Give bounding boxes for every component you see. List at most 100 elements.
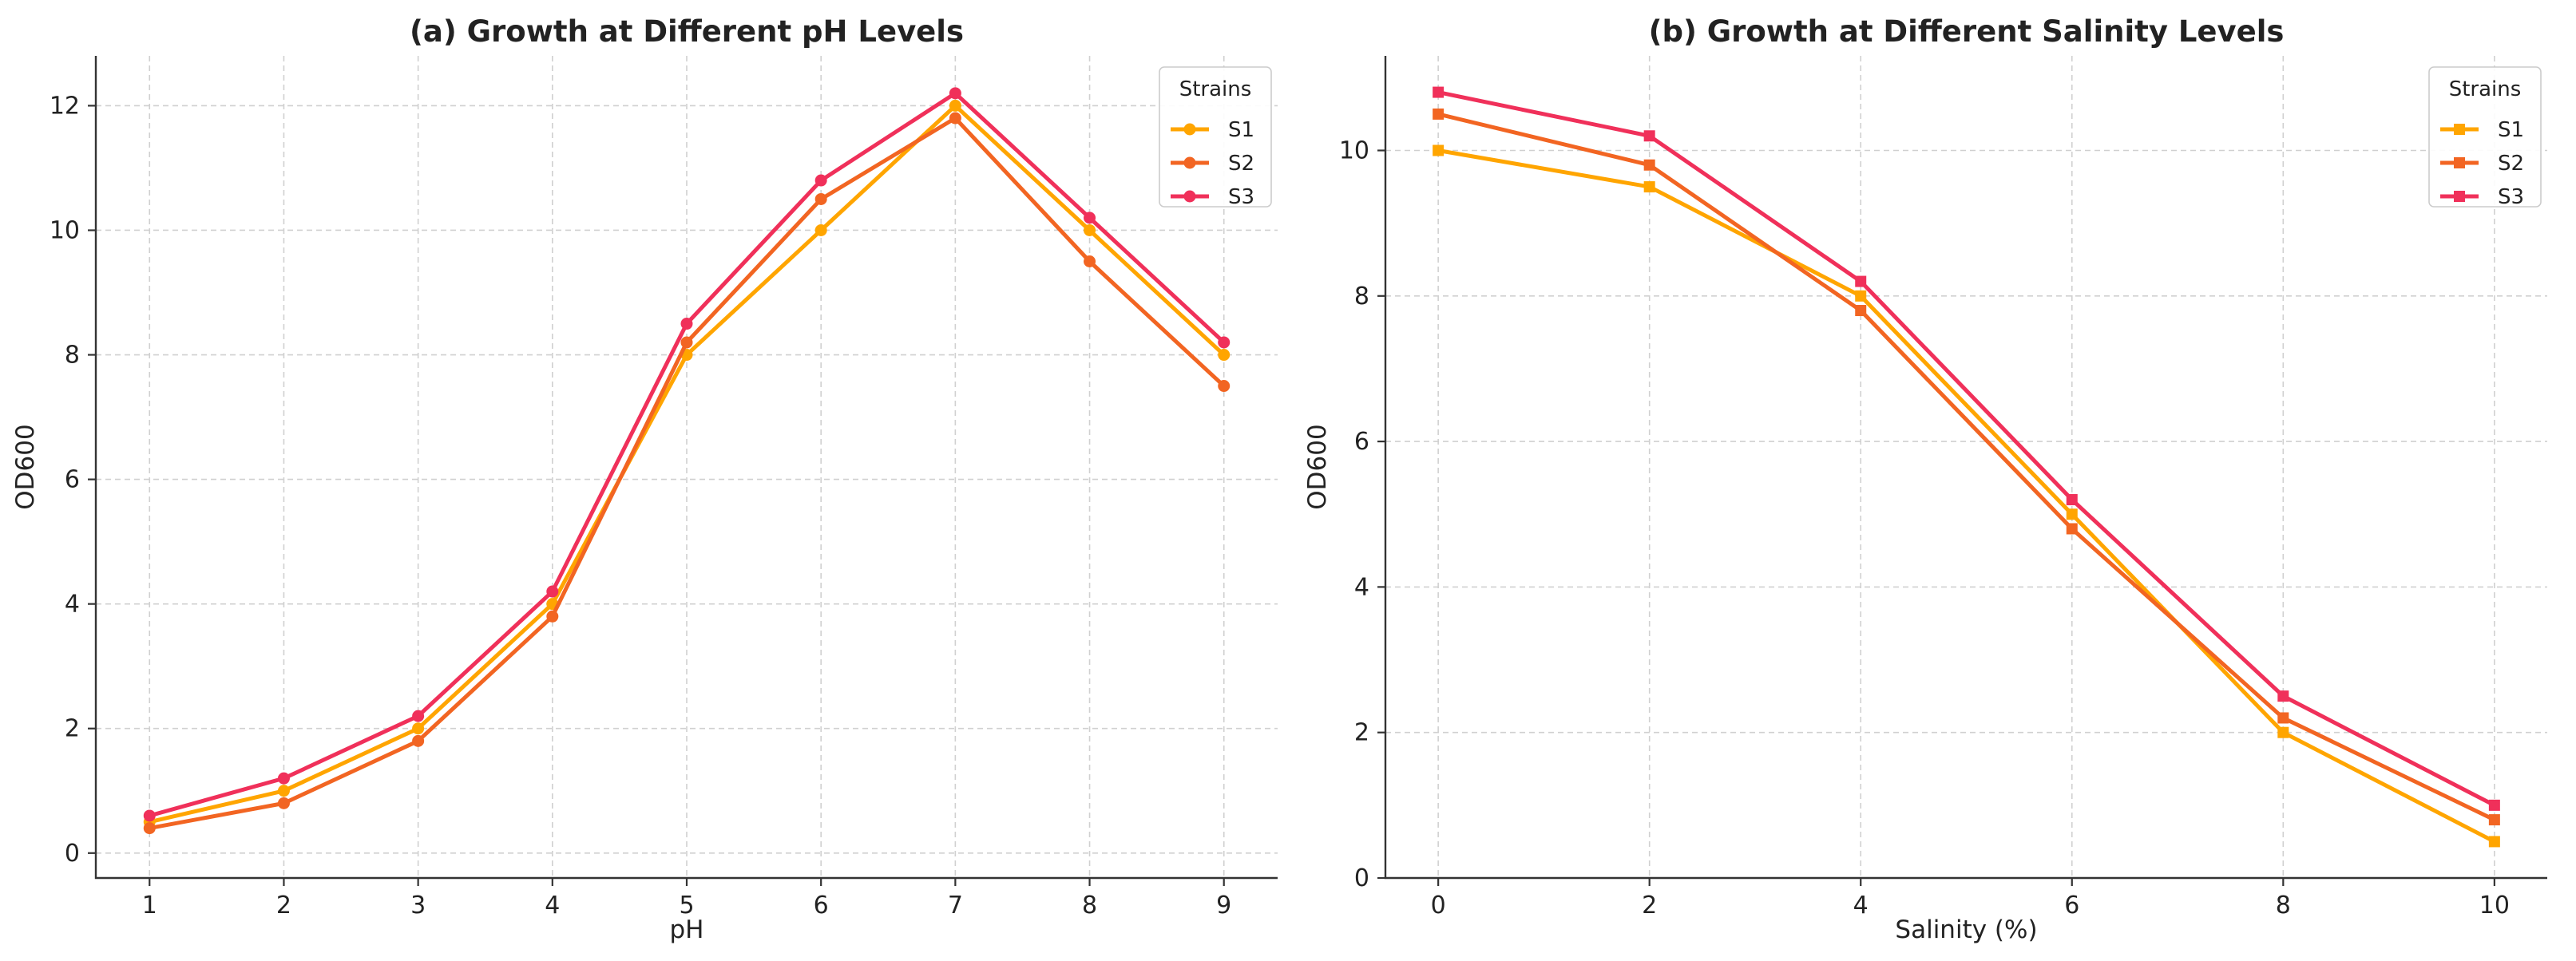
x-tick-label: 3	[410, 892, 426, 919]
data-point	[1084, 255, 1096, 267]
legend: Strains S1 S2 S3	[2428, 66, 2542, 209]
x-tick-label: 2	[276, 892, 291, 919]
data-point	[1855, 290, 1867, 302]
y-tick-label: 0	[1354, 864, 1369, 892]
x-tick-label: 1	[142, 892, 157, 919]
data-point	[1084, 223, 1096, 236]
data-point	[2066, 523, 2078, 535]
data-point	[1855, 275, 1867, 287]
series-line-s1	[1437, 148, 2496, 844]
x-tick-label: 9	[1216, 892, 1231, 919]
series-line-s3	[1437, 90, 2496, 808]
data-point	[680, 318, 693, 330]
y-tick-label: 10	[50, 216, 80, 244]
data-point	[1643, 159, 1655, 171]
data-point	[1433, 144, 1445, 156]
data-point	[546, 585, 559, 598]
data-point	[1433, 108, 1445, 120]
legend: Strains S1 S2 S3	[1159, 66, 1272, 209]
data-point	[412, 722, 425, 735]
legend-swatch-marker	[1183, 156, 1196, 169]
y-tick-label: 4	[1354, 573, 1369, 601]
y-tick-label: 8	[1354, 283, 1369, 310]
legend-swatch-marker	[2454, 157, 2465, 168]
y-tick-label: 10	[1339, 136, 1369, 164]
data-point	[2277, 712, 2289, 724]
data-point	[2488, 836, 2500, 848]
data-point	[680, 336, 693, 349]
data-point	[949, 99, 961, 112]
data-point	[814, 174, 827, 187]
data-point	[814, 192, 827, 205]
x-tick-label: 5	[679, 892, 694, 919]
data-point	[949, 87, 961, 100]
legend-label: S2	[1228, 152, 1254, 176]
series-s1	[1433, 144, 2500, 848]
chart-title: (a) Growth at Different pH Levels	[410, 14, 964, 49]
y-tick-label: 4	[65, 591, 80, 619]
x-tick-label: 4	[1853, 892, 1869, 919]
data-point	[2277, 690, 2289, 702]
series-s2	[1433, 108, 2500, 826]
legend-title: Strains	[1179, 77, 1252, 101]
y-tick-label: 12	[50, 92, 80, 120]
legend-swatch-marker	[1183, 190, 1196, 203]
legend-swatch-marker	[1183, 123, 1196, 136]
data-point	[949, 112, 961, 125]
series-line-s2	[1437, 112, 2495, 822]
axis-spines	[1384, 56, 2547, 880]
x-axis-label: pH	[670, 916, 704, 944]
legend-label: S2	[2498, 152, 2524, 176]
x-tick-label: 0	[1431, 892, 1446, 919]
x-tick-label: 7	[948, 892, 963, 919]
data-point	[277, 772, 290, 785]
data-point	[1218, 336, 1231, 349]
data-point	[277, 785, 290, 797]
y-tick-label: 8	[65, 342, 80, 370]
series-s3	[143, 87, 1231, 822]
chart-salinity-growth: 0 2 4 6 8 10 0 2 4 6 8 10 (b) Growth at Different Sa…	[1303, 14, 2547, 944]
y-axis-label: OD600	[1303, 424, 1332, 509]
y-axis-label: OD600	[11, 424, 40, 509]
data-point	[143, 809, 156, 822]
data-point	[1084, 212, 1096, 224]
data-point	[412, 710, 425, 722]
data-point	[2488, 814, 2500, 826]
x-tick-label: 10	[2479, 892, 2510, 919]
y-tick-label: 6	[1354, 428, 1369, 456]
x-tick-label: 6	[814, 892, 829, 919]
chart-title: (b) Growth at Different Salinity Levels	[1649, 14, 2285, 49]
y-tick-label: 0	[65, 840, 80, 868]
data-point	[143, 822, 156, 835]
data-point	[546, 610, 559, 623]
x-axis-label: Salinity (%)	[1895, 916, 2037, 944]
y-tick-label: 2	[65, 715, 80, 743]
legend-box	[2428, 66, 2542, 208]
data-point	[277, 797, 290, 809]
axis-spines	[94, 56, 1278, 880]
legend-label: S3	[1228, 185, 1254, 209]
data-point	[814, 223, 827, 236]
data-point	[1643, 130, 1655, 142]
data-point	[1218, 380, 1231, 393]
series-s1	[143, 99, 1231, 829]
series-s2	[143, 112, 1231, 835]
x-tick-label: 6	[2064, 892, 2079, 919]
data-point	[2066, 494, 2078, 506]
x-tick-label: 4	[545, 892, 560, 919]
legend-box	[1159, 66, 1272, 208]
data-point	[1433, 86, 1445, 98]
data-point	[2066, 508, 2078, 520]
y-tick-label: 2	[1354, 719, 1369, 747]
legend-swatch-marker	[2454, 191, 2465, 202]
legend-label: S3	[2498, 185, 2524, 209]
legend-label: S1	[2498, 118, 2524, 142]
legend-title: Strains	[2449, 77, 2522, 101]
y-tick-label: 6	[65, 466, 80, 494]
data-point	[1643, 181, 1655, 193]
data-point	[2277, 726, 2289, 738]
series-s3	[1433, 86, 2500, 811]
legend-label: S1	[1228, 118, 1254, 142]
